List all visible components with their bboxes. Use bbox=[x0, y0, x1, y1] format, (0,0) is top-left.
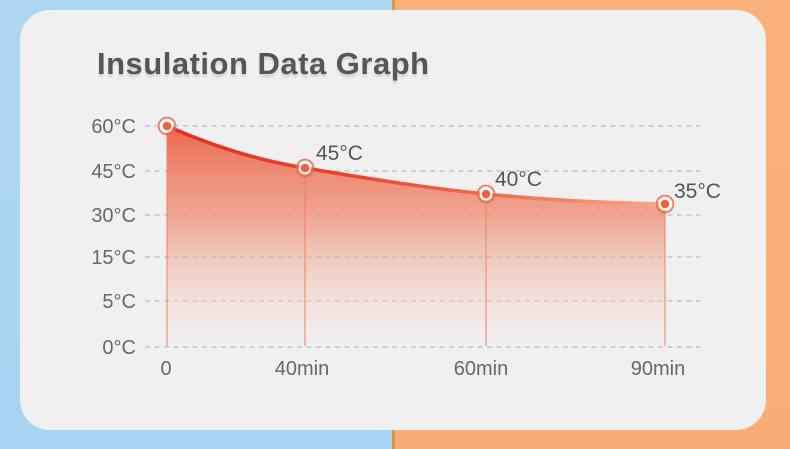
temperature-curve bbox=[165, 124, 667, 206]
area-fill bbox=[167, 126, 665, 347]
x-tick-60min: 60min bbox=[454, 358, 508, 380]
marker-dot bbox=[162, 121, 172, 131]
marker-dot bbox=[481, 189, 491, 199]
y-tick-5c: 5°C bbox=[102, 291, 136, 313]
x-tick-90min: 90min bbox=[631, 358, 685, 380]
marker-dot bbox=[300, 163, 310, 173]
marker-outer-ring bbox=[295, 158, 315, 178]
marker-outer-ring bbox=[157, 116, 177, 136]
data-point-marker-90min bbox=[655, 194, 675, 214]
y-tick-30c: 30°C bbox=[91, 205, 136, 227]
data-point-marker-40min bbox=[295, 158, 315, 178]
y-tick-0c: 0°C bbox=[102, 337, 136, 359]
drop-lines bbox=[166, 128, 666, 346]
y-tick-45c: 45°C bbox=[91, 161, 136, 183]
point-label-40min: 45°C bbox=[316, 142, 363, 165]
marker-dot bbox=[660, 199, 670, 209]
chart-title: Insulation Data Graph bbox=[97, 46, 430, 81]
marker-outer-ring bbox=[476, 184, 496, 204]
x-tick-0: 0 bbox=[160, 358, 171, 380]
x-tick-40min: 40min bbox=[275, 358, 329, 380]
y-tick-60c: 60°C bbox=[91, 116, 136, 138]
point-label-90min: 35°C bbox=[674, 180, 721, 203]
marker-outer-ring bbox=[655, 194, 675, 214]
data-point-marker-60min bbox=[476, 184, 496, 204]
y-tick-15c: 15°C bbox=[91, 247, 136, 269]
point-label-60min: 40°C bbox=[495, 168, 542, 191]
data-point-marker-0min bbox=[157, 116, 177, 136]
